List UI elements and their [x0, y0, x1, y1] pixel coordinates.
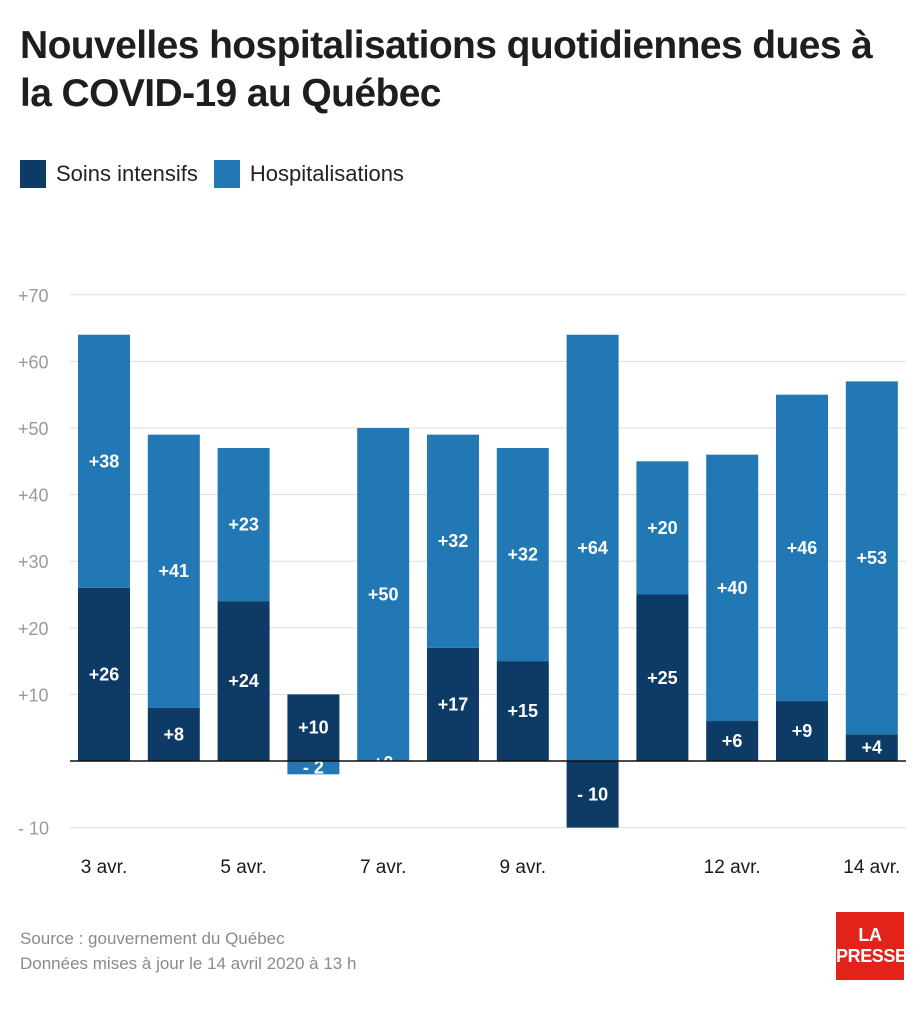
bar-soins-intensifs [706, 721, 759, 761]
legend-swatch-hospitalisations [213, 160, 240, 188]
y-tick-label: +10 [18, 685, 49, 705]
legend-label-hospitalisations: Hospitalisations [249, 161, 404, 186]
y-tick-label: +20 [18, 619, 49, 639]
bar-hospitalisations [776, 394, 828, 702]
x-tick-label: 9 avr. [500, 857, 546, 878]
bar-hospitalisations [217, 447, 270, 602]
x-tick-label: 3 avr. [81, 857, 127, 878]
bar-soins-intensifs [845, 734, 898, 761]
data-label-soins-intensifs: +9 [792, 721, 813, 741]
data-label-hospitalisations: +64 [577, 538, 608, 558]
legend-item-hospitalisations: Hospitalisations [213, 160, 404, 188]
update-line: Données mises à jour le 14 avril 2020 à … [20, 954, 357, 973]
x-tick-label: 5 avr. [220, 857, 266, 878]
bar-hospitalisations [427, 434, 479, 648]
data-label-soins-intensifs: +6 [722, 731, 743, 751]
logo-line-1: LA [858, 925, 882, 945]
bar-soins-intensifs [427, 647, 479, 761]
data-label-soins-intensifs: +0 [373, 753, 394, 773]
data-label-soins-intensifs: +25 [647, 668, 678, 688]
y-tick-label: +60 [18, 352, 49, 372]
y-tick-label: +70 [18, 286, 49, 306]
data-label-soins-intensifs: +8 [164, 724, 185, 744]
bar-soins-intensifs [147, 707, 200, 761]
bar-hospitalisations [845, 381, 898, 735]
bar-hospitalisations [357, 428, 410, 761]
bars [78, 334, 898, 828]
source-line: Source : gouvernement du Québec [20, 929, 285, 948]
data-label-hospitalisations: +53 [857, 548, 888, 568]
bar-soins-intensifs [287, 694, 340, 761]
legend-swatch-soins-intensifs [20, 160, 46, 188]
data-labels: +38 +26 +41 +8 +23 +24 - 2 +10 +50 +0 +32 +17 +32 +15… [89, 451, 887, 804]
y-tick-label: +30 [18, 552, 49, 572]
bar-chart: +38 +26 +41 +8 +23 +24 - 2 +10 +50 +0 +32 +17 +32 +15… [18, 286, 906, 878]
bar-soins-intensifs [566, 761, 619, 828]
x-tick-label: 12 avr. [704, 857, 761, 878]
bar-hospitalisations [636, 461, 689, 595]
y-tick-label: - 10 [18, 819, 49, 839]
bar-soins-intensifs [776, 701, 828, 761]
data-label-soins-intensifs: +15 [508, 701, 539, 721]
legend-item-soins-intensifs: Soins intensifs [20, 160, 198, 188]
x-tick-label: 14 avr. [843, 857, 900, 878]
bar-hospitalisations [287, 761, 340, 775]
data-label-hospitalisations: +40 [717, 578, 748, 598]
bar-soins-intensifs [217, 601, 270, 761]
legend: Soins intensifs Hospitalisations [20, 160, 420, 188]
data-label-soins-intensifs: +24 [228, 671, 259, 691]
data-label-soins-intensifs: +10 [298, 718, 329, 738]
bar-hospitalisations [78, 334, 130, 588]
y-tick-label: +50 [18, 419, 49, 439]
data-label-hospitalisations: - 2 [303, 758, 324, 778]
source-note: Source : gouvernement du Québec Données … [20, 926, 356, 976]
data-label-soins-intensifs: - 10 [577, 784, 608, 804]
bar-hospitalisations [566, 334, 619, 761]
data-label-hospitalisations: +41 [159, 561, 190, 581]
data-label-hospitalisations: +20 [647, 518, 678, 538]
legend-label-soins-intensifs: Soins intensifs [56, 161, 198, 186]
bar-hospitalisations [147, 434, 200, 708]
data-label-soins-intensifs: +17 [438, 694, 469, 714]
data-label-hospitalisations: +32 [438, 531, 469, 551]
data-label-soins-intensifs: +26 [89, 664, 120, 684]
bar-hospitalisations [496, 447, 549, 662]
data-label-hospitalisations: +38 [89, 451, 120, 471]
la-presse-logo: LA PRESSE [836, 912, 907, 980]
y-tick-label: +40 [18, 486, 49, 506]
grid-lines [70, 294, 906, 829]
x-tick-label: 7 avr. [360, 857, 406, 878]
bar-soins-intensifs [636, 594, 689, 761]
chart-title: Nouvelles hospitalisations quotidiennes … [20, 24, 873, 115]
data-label-hospitalisations: +50 [368, 585, 399, 605]
data-label-hospitalisations: +46 [787, 538, 818, 558]
bar-hospitalisations [706, 454, 759, 722]
bar-soins-intensifs [78, 587, 130, 761]
data-label-hospitalisations: +32 [508, 545, 539, 565]
data-label-hospitalisations: +23 [228, 515, 259, 535]
bar-soins-intensifs [496, 661, 549, 761]
axis-ticks: - 10 +10 +20 +30 +40 +50 +60 +70 3 avr. 5 avr. 7 a… [18, 286, 906, 878]
logo-line-2: PRESSE [836, 946, 907, 966]
data-label-soins-intensifs: +4 [862, 738, 883, 758]
